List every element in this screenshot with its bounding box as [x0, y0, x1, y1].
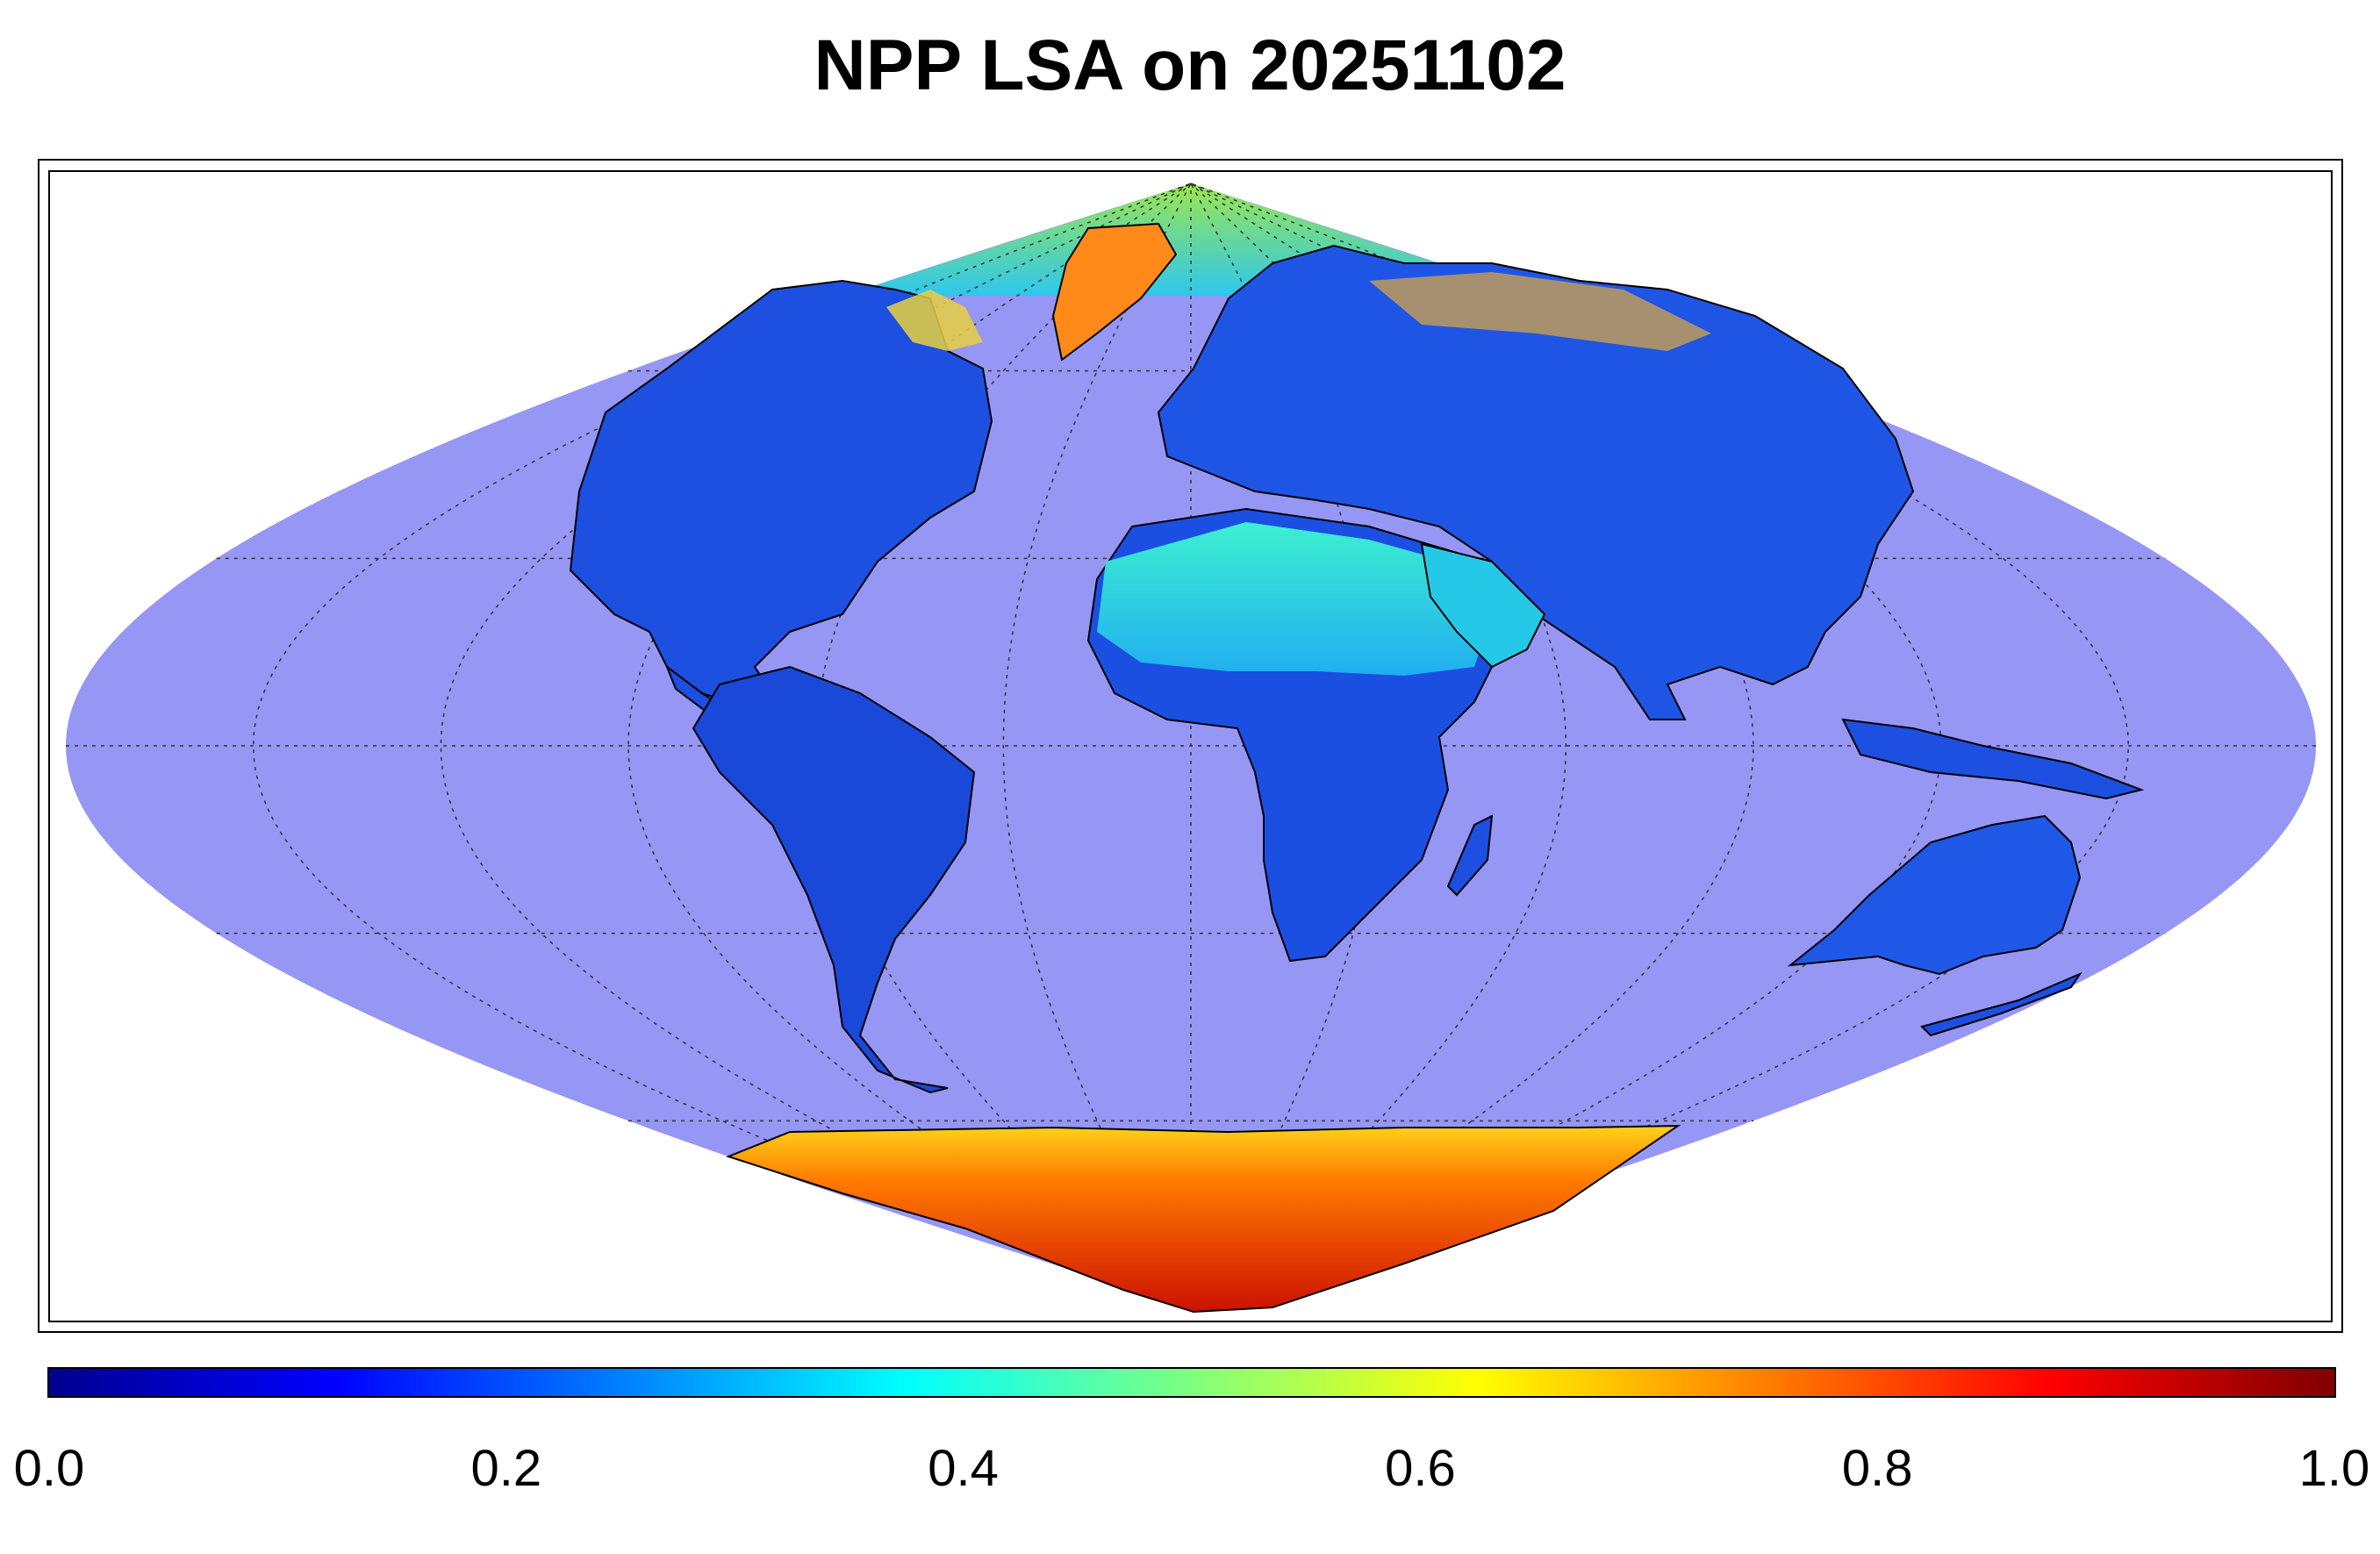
australia-landmass — [1787, 814, 2082, 976]
map-frame-inner — [48, 170, 2333, 1322]
colorbar-tick-label: 0.8 — [1841, 1440, 1913, 1497]
eurasia-landmass — [1157, 244, 1915, 720]
south-america-landmass — [692, 665, 976, 1094]
greenland-landmass — [1051, 222, 1178, 362]
colorbar-tick-label: 1.0 — [2298, 1440, 2370, 1497]
graticule-meridian — [1002, 183, 1192, 1309]
arabian-peninsula-region — [1420, 542, 1546, 669]
canada-arctic-region — [886, 290, 983, 351]
colorbar-gradient — [49, 1369, 2334, 1396]
southeast-asia-islands — [1841, 718, 2145, 800]
sahara-region — [1097, 522, 1492, 676]
siberia-region — [1369, 272, 1711, 351]
colorbar-tick-label: 0.2 — [470, 1440, 542, 1497]
colorbar-tick-label: 0.6 — [1385, 1440, 1456, 1497]
madagascar-landmass — [1446, 814, 1494, 897]
colorbar-tick-label: 0.4 — [928, 1440, 999, 1497]
colorbar-tick-label: 0.0 — [13, 1440, 85, 1497]
new-zealand-landmass — [1920, 971, 2082, 1037]
map-frame-outer — [38, 159, 2343, 1333]
colorbar — [47, 1367, 2336, 1398]
antarctica-region — [726, 1124, 1681, 1314]
map-title: NPP LSA on 20251102 — [814, 25, 1566, 105]
